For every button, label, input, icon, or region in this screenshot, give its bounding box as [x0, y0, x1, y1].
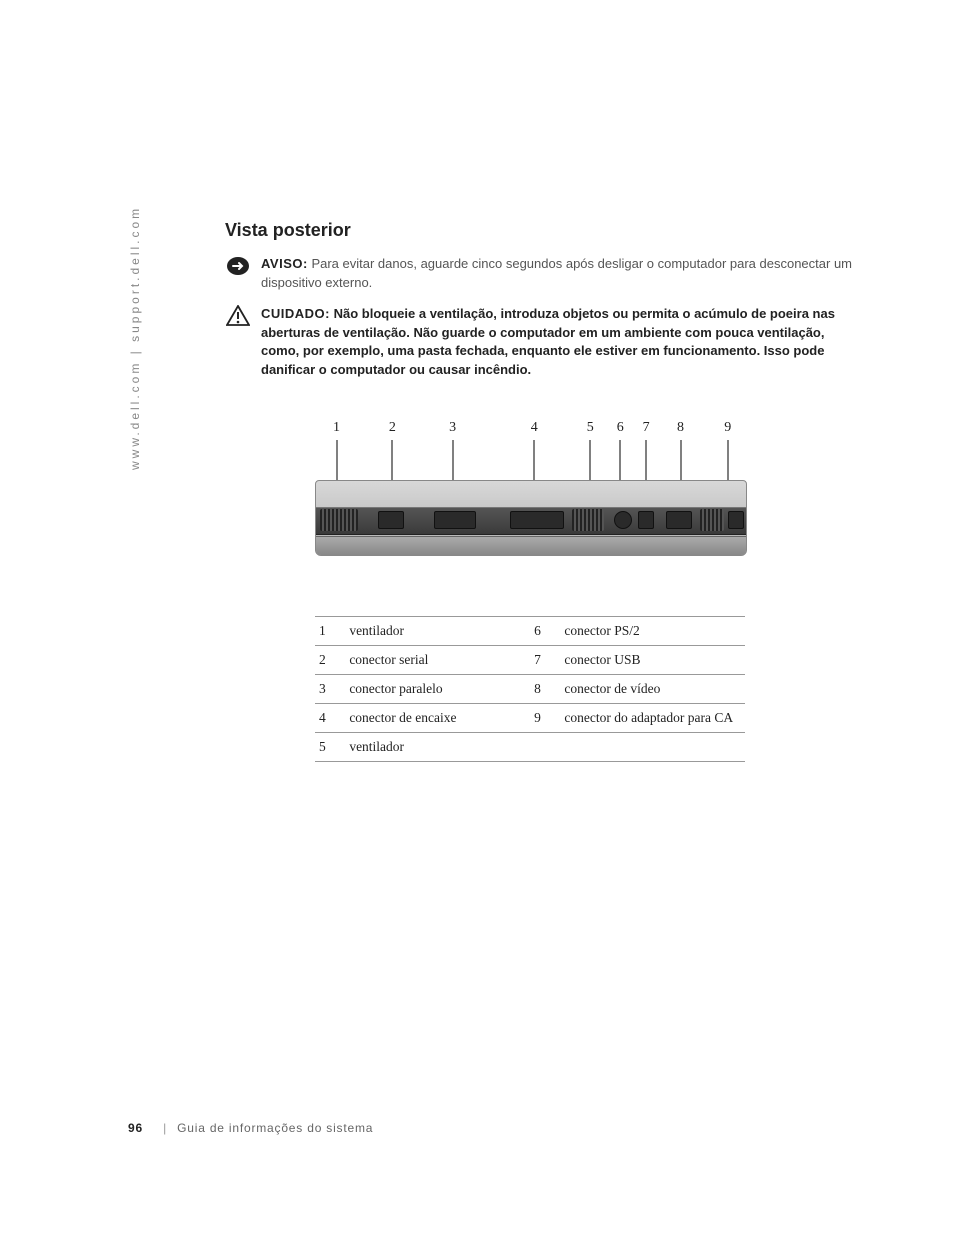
table-row: 5ventilador [315, 733, 745, 762]
aviso-icon [225, 255, 251, 277]
diagram: 1 2 3 4 5 6 7 8 9 [315, 420, 745, 556]
cuidado-body: CUIDADO: Não bloqueie a ventilação, intr… [261, 305, 865, 380]
callout-number: 5 [587, 420, 594, 436]
part-label: conector PS/2 [560, 617, 745, 646]
table-row: 1ventilador6conector PS/2 [315, 617, 745, 646]
callout-line [620, 440, 621, 480]
part-number: 2 [315, 646, 345, 675]
part-label: ventilador [345, 733, 530, 762]
part-number: 8 [530, 675, 560, 704]
page-footer: 96 | Guia de informações do sistema [128, 1121, 373, 1135]
part-number: 4 [315, 704, 345, 733]
callout-line [336, 440, 337, 480]
callout-line [392, 440, 393, 480]
callout-number: 7 [643, 420, 650, 436]
cuidado-icon [225, 305, 251, 327]
callout-lines [315, 440, 745, 480]
laptop-rear-view [315, 480, 747, 556]
part-number [530, 733, 560, 762]
aviso-text: Para evitar danos, aguarde cinco segundo… [261, 256, 852, 290]
callout-number: 2 [389, 420, 396, 436]
part-number: 6 [530, 617, 560, 646]
part-label: conector do adaptador para CA [560, 704, 745, 733]
callout-numbers: 1 2 3 4 5 6 7 8 9 [315, 420, 745, 440]
part-number: 5 [315, 733, 345, 762]
part-label: conector paralelo [345, 675, 530, 704]
callout-number: 8 [677, 420, 684, 436]
footer-separator: | [163, 1121, 167, 1135]
callout-number: 9 [724, 420, 731, 436]
footer-title: Guia de informações do sistema [177, 1121, 373, 1135]
callout-line [452, 440, 453, 480]
callout-number: 4 [531, 420, 538, 436]
callout-line [534, 440, 535, 480]
aviso-body: AVISO: Para evitar danos, aguarde cinco … [261, 255, 865, 293]
table-row: 4conector de encaixe9conector do adaptad… [315, 704, 745, 733]
part-label: conector de encaixe [345, 704, 530, 733]
part-label: conector USB [560, 646, 745, 675]
section-title: Vista posterior [225, 220, 865, 241]
part-label [560, 733, 745, 762]
main-content: Vista posterior AVISO: Para evitar danos… [225, 220, 865, 762]
callout-number: 6 [617, 420, 624, 436]
page-number: 96 [128, 1121, 143, 1135]
callout-line [646, 440, 647, 480]
sidebar-url: www.dell.com | support.dell.com [128, 206, 142, 470]
parts-table: 1ventilador6conector PS/22conector seria… [315, 616, 745, 762]
cuidado-label: CUIDADO: [261, 306, 330, 321]
callout-number: 3 [449, 420, 456, 436]
part-number: 7 [530, 646, 560, 675]
part-number: 9 [530, 704, 560, 733]
part-label: ventilador [345, 617, 530, 646]
table-row: 3conector paralelo8conector de vídeo [315, 675, 745, 704]
part-label: conector serial [345, 646, 530, 675]
callout-number: 1 [333, 420, 340, 436]
part-label: conector de vídeo [560, 675, 745, 704]
callout-line [680, 440, 681, 480]
callout-line [590, 440, 591, 480]
callout-line [727, 440, 728, 480]
aviso-notice: AVISO: Para evitar danos, aguarde cinco … [225, 255, 865, 293]
part-number: 1 [315, 617, 345, 646]
cuidado-text: Não bloqueie a ventilação, introduza obj… [261, 306, 835, 378]
table-row: 2conector serial7conector USB [315, 646, 745, 675]
aviso-label: AVISO: [261, 256, 308, 271]
part-number: 3 [315, 675, 345, 704]
cuidado-notice: CUIDADO: Não bloqueie a ventilação, intr… [225, 305, 865, 380]
